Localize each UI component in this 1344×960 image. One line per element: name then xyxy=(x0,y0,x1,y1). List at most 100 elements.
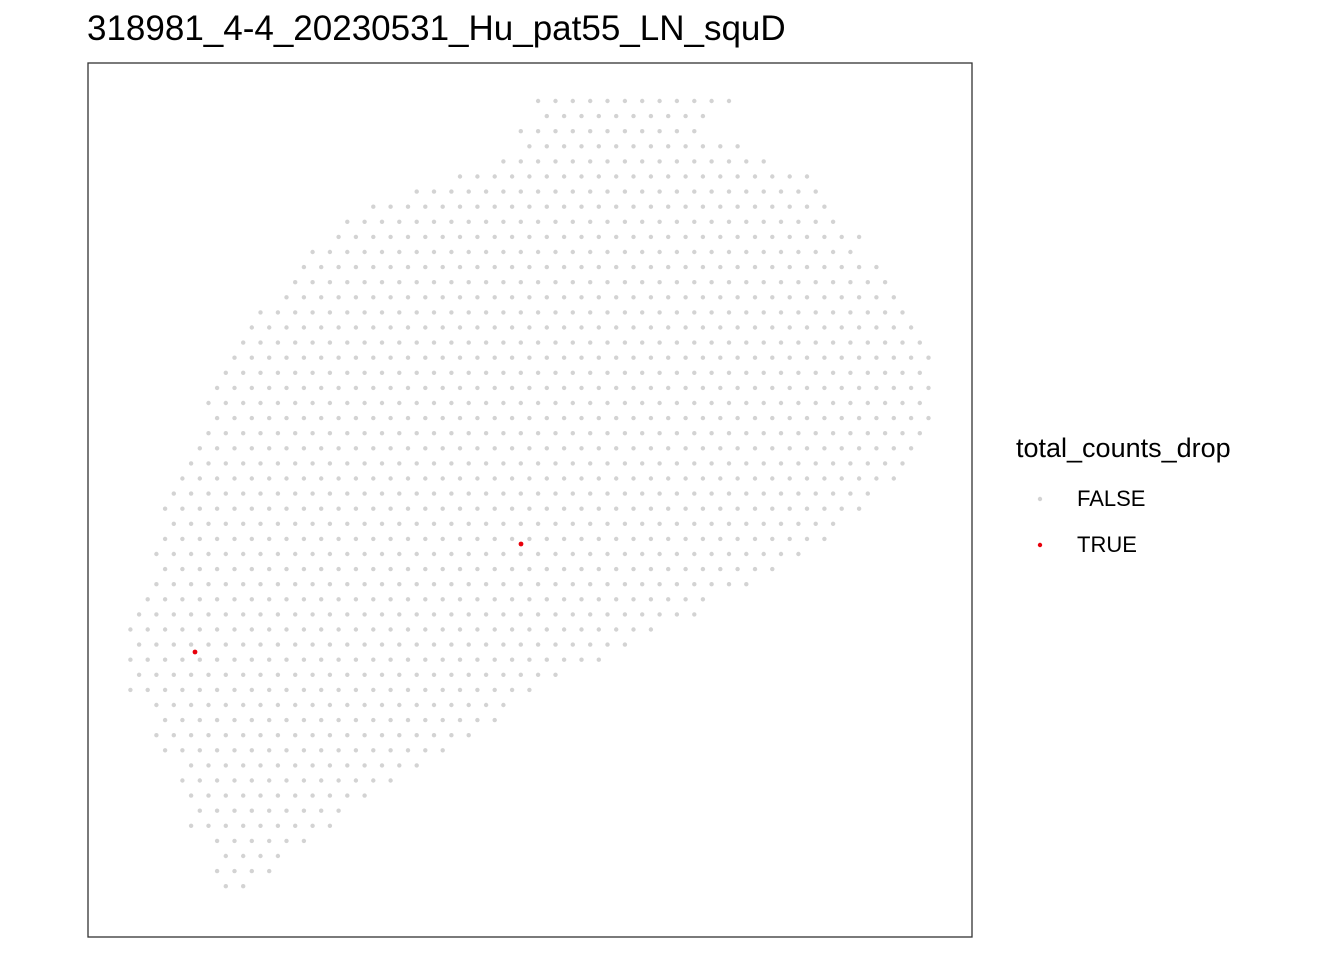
spot-false xyxy=(544,204,549,209)
spot-false xyxy=(214,385,220,391)
spot-false xyxy=(865,461,870,466)
spot-false xyxy=(579,446,584,451)
spot-false xyxy=(466,491,471,496)
spot-false xyxy=(345,249,350,255)
spot-false xyxy=(787,295,792,300)
spot-false xyxy=(726,340,732,345)
spot-false xyxy=(336,476,341,481)
spot-false xyxy=(258,582,263,587)
spot-false xyxy=(457,295,463,300)
spot-false xyxy=(588,642,593,647)
spot-false xyxy=(362,793,367,798)
spot-false xyxy=(180,506,185,511)
spot-false xyxy=(293,763,298,768)
spot-false xyxy=(457,385,463,391)
spot-false xyxy=(414,733,419,738)
spot-false xyxy=(362,733,367,738)
spot-false xyxy=(666,264,671,270)
spot-false xyxy=(640,159,645,164)
spot-false xyxy=(188,491,194,496)
spot-false xyxy=(232,657,237,662)
spot-false xyxy=(683,597,688,602)
spot-false xyxy=(501,431,506,436)
spot-false xyxy=(527,264,532,270)
spot-false xyxy=(310,642,315,647)
spot-false xyxy=(483,702,489,708)
spot-false xyxy=(397,763,402,768)
spot-false xyxy=(388,657,393,662)
spot-false xyxy=(301,264,307,270)
spot-false xyxy=(171,521,176,526)
spot-false xyxy=(362,763,367,768)
spot-false xyxy=(319,415,324,421)
spot-false xyxy=(631,536,636,542)
spot-false xyxy=(345,370,350,375)
spot-false xyxy=(596,325,601,330)
spot-false xyxy=(171,612,176,617)
spot-false xyxy=(249,687,254,693)
spot-false xyxy=(553,249,558,255)
spot-false xyxy=(180,597,185,602)
spot-false xyxy=(822,295,827,300)
spot-false xyxy=(683,566,688,572)
spot-false xyxy=(353,385,359,391)
spot-false xyxy=(631,325,636,330)
spot-false xyxy=(483,642,489,647)
spot-false xyxy=(683,325,688,330)
spot-false xyxy=(162,627,168,632)
spot-false xyxy=(275,612,281,617)
spot-false xyxy=(804,506,810,511)
spot-false xyxy=(475,234,480,240)
spot-false xyxy=(926,415,931,421)
spot-false xyxy=(518,310,523,315)
spot-false xyxy=(197,748,202,753)
spot-false xyxy=(466,431,471,436)
spot-false xyxy=(544,506,549,511)
spot-false xyxy=(258,763,263,768)
spot-false xyxy=(700,536,706,542)
spot-false xyxy=(405,355,411,360)
spot-false xyxy=(475,717,480,723)
spot-false xyxy=(700,204,706,209)
spot-false xyxy=(154,551,159,557)
spot-false xyxy=(622,551,628,557)
spot-false xyxy=(596,295,601,300)
spot-false xyxy=(596,536,601,542)
spot-false xyxy=(345,310,350,315)
spot-false xyxy=(345,763,350,768)
spot-false xyxy=(891,325,896,330)
spot-false xyxy=(388,476,393,481)
spot-false xyxy=(223,763,228,768)
spot-false xyxy=(284,446,289,451)
spot-false xyxy=(570,159,575,164)
spot-false xyxy=(822,536,827,542)
spot-false xyxy=(596,597,601,602)
spot-false xyxy=(544,385,549,391)
spot-false xyxy=(388,234,393,240)
spot-false xyxy=(640,249,645,255)
spot-false xyxy=(188,582,194,587)
spot-false xyxy=(622,400,628,406)
spot-false xyxy=(241,431,246,436)
spot-false xyxy=(501,672,506,677)
spot-false xyxy=(648,627,654,632)
spot-false xyxy=(622,612,628,617)
spot-false xyxy=(241,823,246,828)
spot-false xyxy=(501,521,506,526)
spot-false xyxy=(275,310,281,315)
spot-false xyxy=(692,159,697,164)
spot-false xyxy=(241,370,246,375)
spot-false xyxy=(787,446,792,451)
spot-false xyxy=(553,310,558,315)
spot-false xyxy=(674,249,680,255)
spot-false xyxy=(726,219,732,224)
spot-false xyxy=(692,521,697,526)
spot-false xyxy=(596,566,601,572)
spot-false xyxy=(397,521,402,526)
spot-false xyxy=(188,672,194,677)
spot-false xyxy=(371,415,376,421)
spot-false xyxy=(700,385,706,391)
spot-false xyxy=(492,385,497,391)
spot-false xyxy=(744,310,749,315)
spot-false xyxy=(327,763,333,768)
